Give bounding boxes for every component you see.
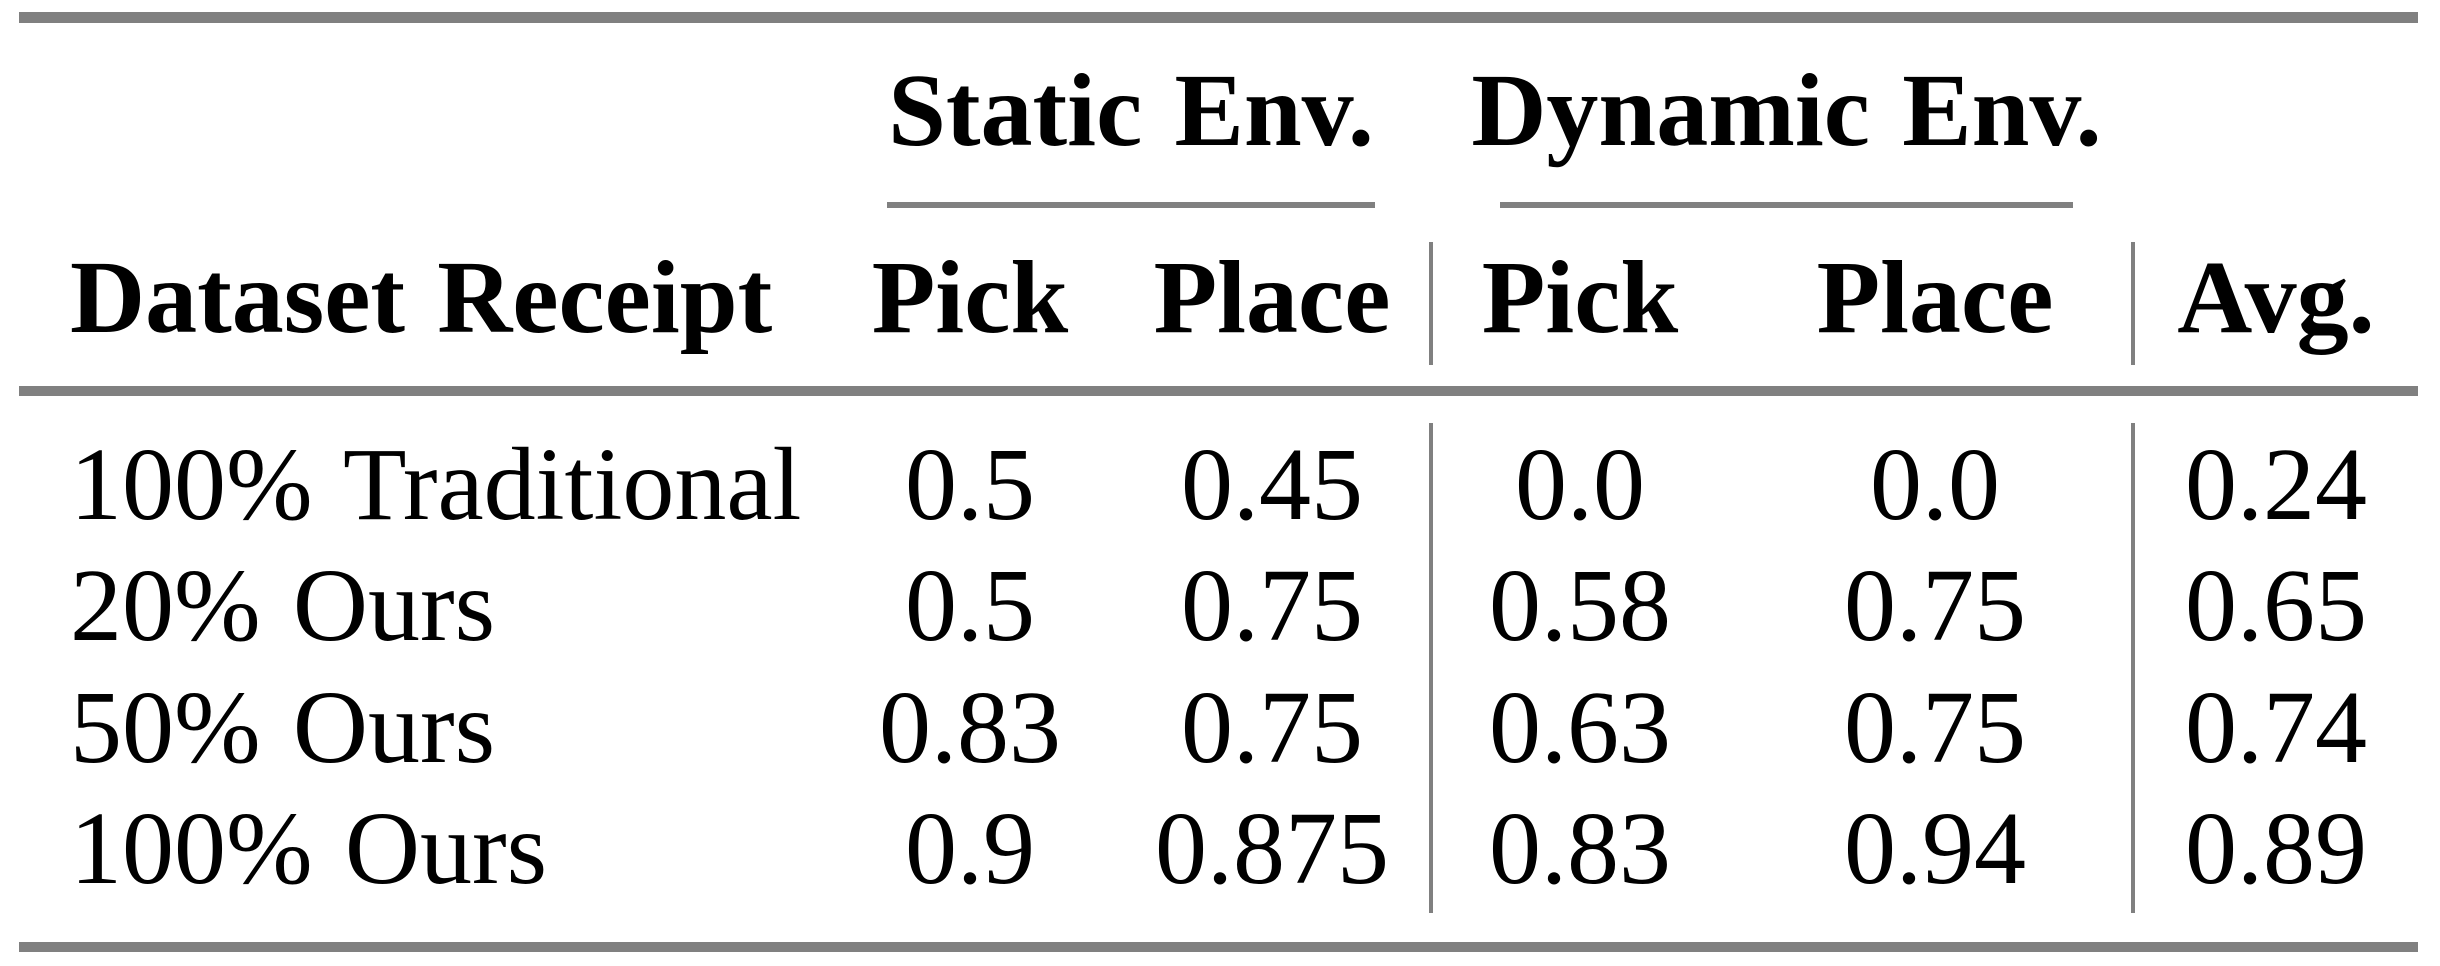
value-cell: 0.65 <box>2185 548 2367 663</box>
value-cell: 0.74 <box>2185 670 2367 785</box>
value-cell: 0.9 <box>905 791 1035 906</box>
header-midrule <box>19 386 2418 396</box>
value-cell: 0.5 <box>905 427 1035 542</box>
row-label: 20% Ours <box>70 548 496 663</box>
cmidrule-static <box>887 202 1375 208</box>
row-label: 100% Traditional <box>70 427 802 542</box>
value-cell: 0.94 <box>1844 791 2026 906</box>
vertical-rule-2-body <box>2131 423 2135 913</box>
row-label: 100% Ours <box>70 791 548 906</box>
vertical-rule-1-header <box>1429 242 1433 365</box>
bottom-rule <box>19 942 2418 952</box>
value-cell: 0.83 <box>879 670 1061 785</box>
row-label: 50% Ours <box>70 670 496 785</box>
vertical-rule-2-header <box>2131 242 2135 365</box>
value-cell: 0.75 <box>1181 548 1363 663</box>
value-cell: 0.83 <box>1489 791 1671 906</box>
group-header-static: Static Env. <box>888 53 1374 168</box>
value-cell: 0.75 <box>1844 548 2026 663</box>
top-rule <box>19 12 2418 23</box>
value-cell: 0.875 <box>1155 791 1389 906</box>
value-cell: 0.75 <box>1181 670 1363 785</box>
group-header-dynamic: Dynamic Env. <box>1471 53 2102 168</box>
value-cell: 0.5 <box>905 548 1035 663</box>
col-header-static-place: Place <box>1153 239 1391 355</box>
value-cell: 0.0 <box>1870 427 2000 542</box>
col-header-avg: Avg. <box>2177 239 2375 355</box>
col-header-static-pick: Pick <box>871 239 1069 355</box>
value-cell: 0.0 <box>1515 427 1645 542</box>
col-header-dynamic-pick: Pick <box>1481 239 1679 355</box>
value-cell: 0.63 <box>1489 670 1671 785</box>
col-header-dynamic-place: Place <box>1816 239 2054 355</box>
value-cell: 0.75 <box>1844 670 2026 785</box>
value-cell: 0.58 <box>1489 548 1671 663</box>
col-header-dataset: Dataset Receipt <box>70 239 773 355</box>
cmidrule-dynamic <box>1500 202 2073 208</box>
value-cell: 0.24 <box>2185 427 2367 542</box>
value-cell: 0.45 <box>1181 427 1363 542</box>
vertical-rule-1-body <box>1429 423 1433 913</box>
value-cell: 0.89 <box>2185 791 2367 906</box>
